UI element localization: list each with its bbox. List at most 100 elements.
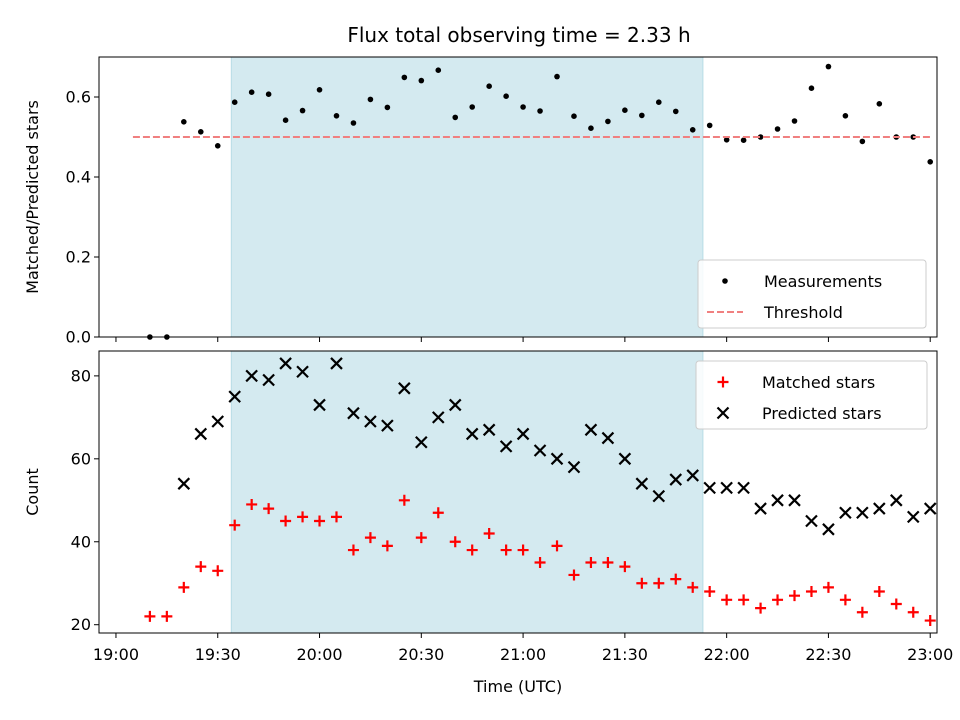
legend-handle-measurements: [722, 278, 728, 284]
measurements-point-10: [316, 87, 323, 93]
predicted-stars-point-37: [805, 514, 818, 528]
bot-y-tick-label-1: 40: [71, 532, 91, 551]
bottom-tick-group: 20 40 60 80 19:00 19:30 20:00 20:30 21:00 21:30 22…: [71, 366, 954, 664]
measurements-point-15: [401, 74, 408, 81]
bot-legend-box: [695, 360, 928, 430]
matched-stars-point-33: [704, 586, 716, 598]
matched-stars-point-3: [195, 561, 207, 573]
predicted-stars-point-13: [398, 382, 411, 395]
measurements-point-12: [350, 120, 357, 126]
top-axes-frame: [98, 56, 938, 338]
matched-stars-point-1: [161, 610, 173, 622]
matched-stars-point-27: [602, 557, 614, 568]
matched-stars-point-26: [585, 557, 597, 568]
predicted-stars-point-29: [669, 473, 683, 486]
measurements-point-7: [265, 91, 272, 97]
x-tick-label-2: 20:00: [296, 645, 342, 664]
predicted-stars-point-38: [822, 523, 835, 536]
matched-stars-point-35: [738, 594, 750, 606]
measurements-point-26: [588, 125, 594, 131]
measurements-point-30: [655, 99, 662, 105]
matched-stars-point-12: [347, 544, 359, 556]
measurements-point-40: [825, 63, 832, 70]
top-shaded-span: [230, 56, 704, 338]
measurements-point-21: [503, 93, 509, 99]
predicted-stars-point-34: [754, 502, 767, 515]
measurements-point-9: [299, 107, 306, 114]
top-y-tick-label-1: 0.2: [66, 248, 91, 267]
predicted-stars-point-3: [228, 390, 241, 403]
measurements-point-38: [791, 118, 798, 124]
predicted-stars-point-30: [686, 469, 700, 482]
matched-stars-point-22: [517, 544, 529, 556]
predicted-stars-point-31: [703, 481, 716, 495]
matched-stars-point-39: [805, 586, 817, 598]
predicted-stars-point-8: [313, 398, 326, 412]
predicted-stars-point-40: [856, 506, 869, 520]
x-tick-label-0: 19:00: [93, 645, 139, 664]
matched-stars-point-25: [568, 569, 580, 581]
matched-stars-point-5: [229, 519, 241, 531]
measurements-point-41: [842, 113, 849, 119]
legend-label-matched-stars: Matched stars: [762, 373, 875, 392]
bottom-axes-frame: [98, 350, 938, 634]
x-tick-label-1: 19:30: [195, 645, 241, 664]
measurements-point-16: [418, 77, 425, 84]
matched-stars-point-14: [381, 540, 393, 552]
matched-stars-point-6: [246, 498, 258, 510]
top-y-tick-label-0: 0.0: [66, 328, 91, 347]
matched-stars-point-30: [653, 577, 665, 589]
predicted-stars-point-44: [923, 502, 937, 515]
x-tick-label-6: 22:00: [704, 645, 750, 664]
predicted-stars-point-12: [381, 419, 394, 432]
x-tick-label-5: 21:30: [602, 645, 648, 664]
predicted-stars-point-32: [720, 481, 733, 495]
measurements-point-24: [554, 73, 560, 80]
matched-stars-point-28: [619, 561, 631, 573]
matched-stars-point-21: [500, 544, 512, 556]
matched-stars-point-20: [483, 527, 495, 539]
predicted-stars-point-27: [635, 477, 649, 490]
legend-handle-matched-stars: [717, 376, 729, 388]
top-legend: Measurements Threshold: [697, 259, 927, 329]
predicted-stars-point-39: [839, 506, 852, 520]
legend-label-predicted-stars: Predicted stars: [762, 404, 882, 423]
predicted-stars-point-14: [415, 435, 428, 449]
top-series-group: [132, 63, 934, 340]
bottom-y-axis-label: Count: [23, 468, 42, 516]
predicted-stars-point-19: [499, 440, 513, 453]
matched-stars-point-11: [330, 511, 342, 523]
chart-title: Flux total observing time = 2.33 h: [347, 23, 690, 47]
bottom-shaded-span: [230, 350, 704, 634]
measurements-point-5: [231, 99, 238, 105]
measurements-point-25: [571, 113, 577, 119]
predicted-stars-point-17: [465, 427, 479, 441]
measurements-point-18: [452, 114, 459, 121]
matched-stars-point-29: [636, 577, 648, 589]
matched-stars-point-41: [839, 594, 851, 606]
bottom-legend: Matched stars Predicted stars: [695, 360, 928, 430]
measurements-point-39: [808, 85, 815, 91]
matched-stars-point-37: [772, 594, 784, 606]
predicted-stars-point-20: [516, 427, 530, 441]
matched-stars-point-10: [314, 515, 326, 527]
measurements-point-4: [214, 143, 221, 149]
measurements-point-42: [859, 138, 866, 145]
measurements-point-29: [639, 112, 645, 119]
measurements-point-34: [723, 137, 730, 143]
top-y-axis-label: Matched/Predicted stars: [23, 100, 42, 294]
matched-stars-point-4: [212, 565, 224, 577]
matched-stars-point-13: [364, 532, 376, 544]
predicted-stars-point-18: [482, 423, 496, 437]
predicted-stars-point-2: [211, 415, 225, 428]
measurements-point-46: [927, 159, 934, 165]
predicted-stars-point-24: [584, 423, 598, 437]
measurements-point-35: [740, 137, 747, 143]
predicted-stars-point-15: [431, 411, 445, 424]
predicted-stars-point-6: [279, 357, 292, 370]
matched-stars-point-23: [534, 557, 546, 568]
measurements-point-11: [333, 113, 340, 119]
measurements-point-31: [672, 108, 679, 115]
predicted-stars-point-10: [347, 406, 360, 420]
